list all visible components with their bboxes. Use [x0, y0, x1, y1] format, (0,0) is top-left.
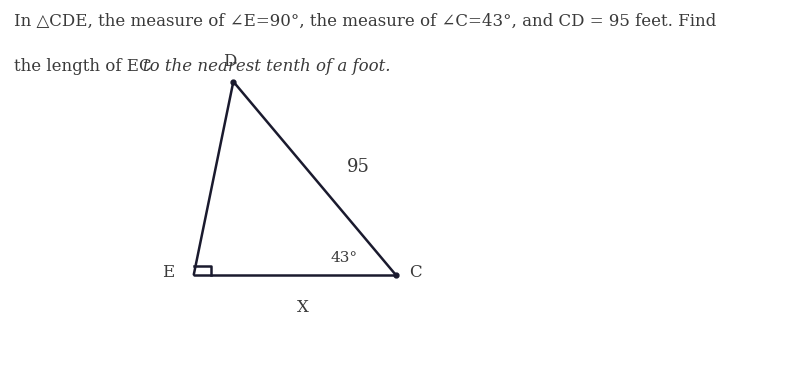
Text: 95: 95	[346, 158, 369, 176]
Text: the length of EC: the length of EC	[14, 58, 157, 75]
Text: C: C	[409, 264, 422, 281]
Text: In △CDE, the measure of ∠E=90°, the measure of ∠C=43°, and CD = 95 feet. Find: In △CDE, the measure of ∠E=90°, the meas…	[14, 13, 717, 30]
Text: X: X	[297, 299, 308, 316]
Text: E: E	[162, 264, 175, 281]
Text: 43°: 43°	[331, 251, 358, 265]
Text: to the nearest tenth of a foot.: to the nearest tenth of a foot.	[143, 58, 391, 75]
Text: D: D	[223, 53, 236, 70]
